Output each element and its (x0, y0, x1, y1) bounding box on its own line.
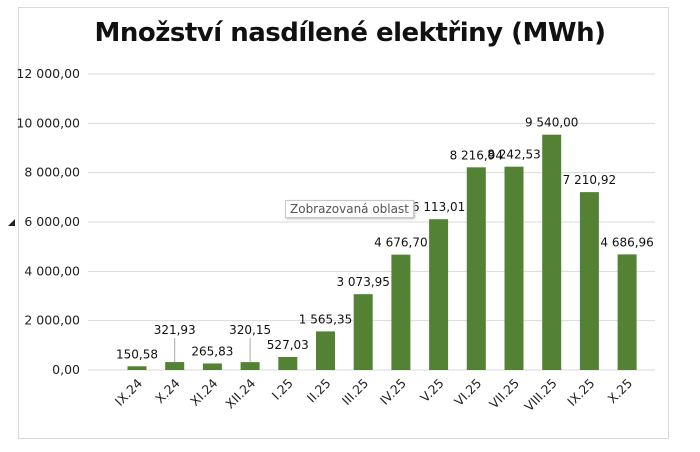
y-tick-label: 4 000,00 (24, 263, 80, 278)
data-label: 265,83 (191, 344, 233, 358)
x-tick-label: VI.25 (451, 376, 484, 409)
x-tick-label: IV.25 (377, 376, 409, 408)
bar (278, 356, 298, 370)
tooltip: Zobrazovaná oblast (285, 200, 414, 218)
data-label: 8 242,53 (487, 148, 540, 162)
bar (466, 167, 486, 370)
data-label: 321,93 (154, 323, 196, 337)
y-tick-label: 8 000,00 (24, 165, 80, 180)
x-tick-label: II.25 (304, 376, 334, 406)
y-tick-label: 12 000,00 (16, 66, 80, 81)
x-tick-label: III.25 (339, 376, 371, 408)
data-label: 3 073,95 (336, 275, 389, 289)
x-tick-label: XII.24 (222, 375, 258, 411)
x-tick-label: V.25 (417, 376, 447, 406)
data-label: 8 216,94 (450, 148, 503, 162)
bar (127, 366, 147, 370)
bar (353, 294, 373, 370)
bar (240, 362, 260, 370)
x-tick-label: XI.24 (187, 375, 220, 408)
x-tick-label: IX.25 (564, 376, 597, 409)
data-label: 150,58 (116, 347, 158, 361)
data-label: 9 540,00 (525, 116, 578, 130)
x-tick-label: I.25 (269, 376, 296, 403)
data-label: 527,03 (267, 338, 309, 352)
x-tick-label: X.24 (152, 375, 183, 406)
resize-corner-icon[interactable] (8, 219, 15, 226)
data-label: 1 565,35 (299, 312, 352, 326)
data-label: 7 210,92 (563, 173, 616, 187)
y-tick-label: 6 000,00 (24, 214, 80, 229)
bar (202, 363, 222, 370)
bar (504, 166, 524, 370)
data-label: 320,15 (229, 323, 271, 337)
data-label: 6 113,01 (412, 200, 465, 214)
bar (391, 254, 411, 370)
bar (579, 192, 599, 370)
bar (617, 254, 637, 370)
data-label: 4 676,70 (374, 236, 427, 250)
x-tick-label: VIII.25 (521, 376, 560, 415)
y-tick-label: 10 000,00 (16, 115, 80, 130)
y-tick-label: 2 000,00 (24, 313, 80, 328)
bar (316, 331, 335, 370)
bar (165, 362, 185, 370)
x-tick-label: VII.25 (486, 376, 522, 412)
bar (542, 134, 562, 370)
x-tick-label: X.25 (604, 376, 635, 407)
chart-title: Množství nasdílené elektřiny (MWh) (94, 18, 606, 48)
data-label: 4 686,96 (600, 235, 653, 249)
y-tick-label: 0,00 (52, 362, 80, 377)
bar (429, 219, 449, 370)
x-tick-label: IX.24 (112, 375, 145, 408)
